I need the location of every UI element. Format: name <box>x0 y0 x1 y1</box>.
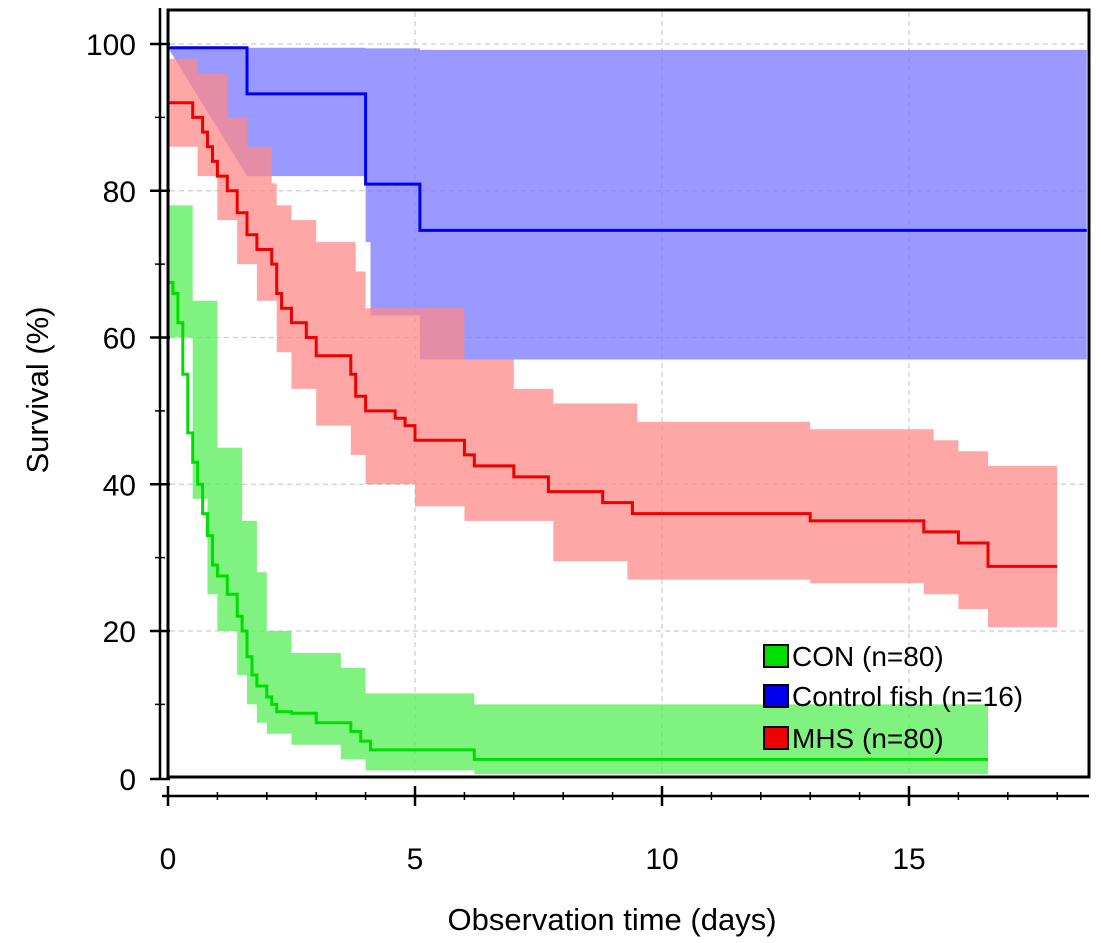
confidence-band <box>168 47 1087 364</box>
legend-label: CON (n=80) <box>792 641 944 672</box>
x-tick-label: 5 <box>407 843 424 876</box>
y-tick-label: 80 <box>103 176 136 209</box>
legend-swatch <box>763 644 789 668</box>
x-tick-label: 0 <box>160 843 177 876</box>
confidence-bands <box>168 47 1087 775</box>
y-tick-label: 0 <box>119 764 136 797</box>
y-tick-label: 40 <box>103 469 136 502</box>
survival-curve <box>168 101 1058 568</box>
legend: CON (n=80) Control fish (n=16) MHS (n=80) <box>763 641 1023 754</box>
y-tick-label: 20 <box>103 616 136 649</box>
plot-frame <box>166 8 1091 779</box>
survival-curve <box>168 281 988 761</box>
y-tick-label: 100 <box>86 29 136 62</box>
x-axis-title: Observation time (days) <box>447 902 776 937</box>
survival-curve <box>168 46 1087 232</box>
confidence-band <box>168 58 1058 628</box>
x-tick-label: 15 <box>892 843 925 876</box>
y-tick-label: 60 <box>103 323 136 356</box>
confidence-band <box>168 205 988 775</box>
x-tick-label: 10 <box>645 843 678 876</box>
legend-swatch <box>763 684 789 708</box>
y-axis-title: Survival (%) <box>20 306 55 473</box>
legend-swatch <box>763 726 789 750</box>
legend-label: MHS (n=80) <box>792 723 944 754</box>
x-axis: 0 5 10 15 <box>160 786 1089 876</box>
survival-curves <box>168 46 1087 761</box>
legend-label: Control fish (n=16) <box>792 681 1023 712</box>
y-axis: 0 20 40 60 80 100 <box>86 8 170 797</box>
